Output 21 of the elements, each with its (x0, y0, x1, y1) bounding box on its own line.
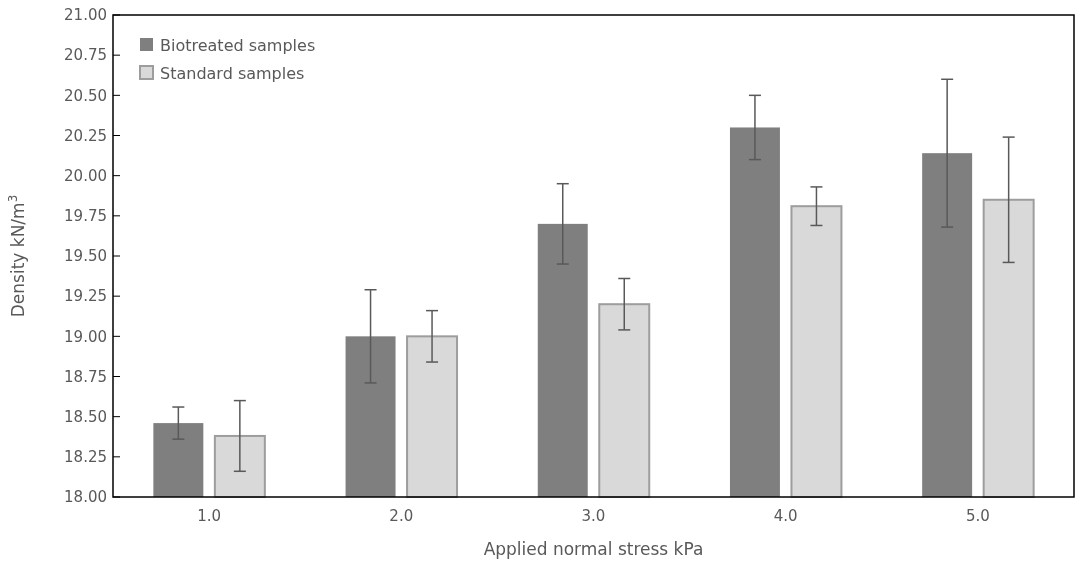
y-tick-label: 18.25 (64, 448, 107, 467)
x-tick-label: 4.0 (773, 507, 798, 525)
x-axis-title: Applied normal stress kPa (483, 539, 704, 559)
y-tick-label: 20.25 (64, 126, 107, 145)
y-tick-label: 20.50 (64, 86, 107, 105)
legend-label: Standard samples (160, 63, 305, 83)
y-tick-label: 21.00 (64, 6, 107, 25)
y-tick-label: 20.00 (64, 166, 107, 185)
y-tick-label: 19.50 (64, 247, 107, 266)
y-tick-label: 20.75 (64, 46, 107, 65)
x-tick-label: 3.0 (581, 507, 606, 525)
x-tick-label: 1.0 (197, 507, 222, 525)
y-tick-label: 19.25 (64, 287, 107, 306)
legend-label: Biotreated samples (160, 35, 316, 55)
y-tick-label: 18.75 (64, 367, 107, 386)
x-tick-label: 2.0 (389, 507, 414, 525)
x-tick-label: 5.0 (965, 507, 990, 525)
y-tick-label: 19.75 (64, 207, 107, 226)
y-tick-label: 18.00 (64, 488, 107, 507)
y-tick-label: 19.00 (64, 327, 107, 346)
y-tick-label: 18.50 (64, 407, 107, 426)
